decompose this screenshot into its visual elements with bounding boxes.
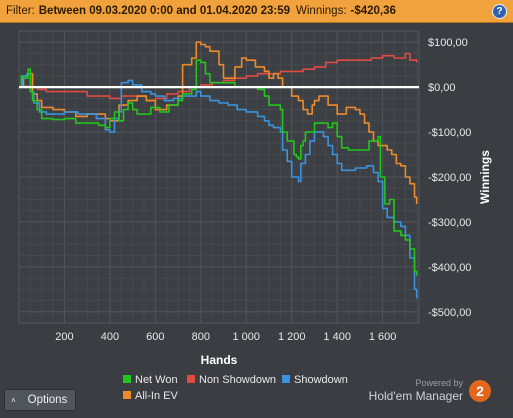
- legend-label: Net Won: [135, 374, 178, 386]
- x-tick-label: 1 600: [369, 331, 397, 343]
- winnings-label: Winnings:: [296, 5, 347, 17]
- y-tick-label: $0,00: [428, 82, 456, 94]
- legend-label: All-In EV: [135, 390, 178, 402]
- y-axis-title: Winnings: [478, 150, 492, 204]
- legend-swatch: [282, 375, 290, 383]
- product-name: Hold'em Manager: [368, 389, 463, 403]
- legend-label: Non Showdown: [199, 374, 276, 386]
- hm2-logo-icon: 2: [469, 380, 491, 402]
- legend-swatch: [123, 375, 131, 383]
- help-icon[interactable]: ?: [492, 4, 507, 19]
- x-tick-label: 800: [192, 331, 210, 343]
- legend-swatch: [123, 391, 131, 399]
- powered-by-text: Powered by: [415, 378, 463, 388]
- series-line-all-in-ev: [19, 41, 418, 204]
- filter-bar: Filter: Between 09.03.2020 0:00 and 01.0…: [0, 0, 513, 23]
- filter-label: Filter:: [6, 5, 35, 17]
- y-tick-label: -$400,00: [428, 262, 471, 274]
- filter-date-range: Between 09.03.2020 0:00 and 01.04.2020 2…: [38, 5, 291, 17]
- y-tick-label: -$300,00: [428, 217, 471, 229]
- chart-panel: $100,00 $0,00 -$100,00 -$200,00 -$300,00 -$40…: [0, 24, 513, 413]
- options-button[interactable]: ˄ Options: [4, 389, 77, 411]
- legend-swatch: [187, 375, 195, 383]
- chevron-up-icon: ˄: [11, 395, 16, 405]
- x-tick-label: 600: [146, 331, 164, 343]
- y-tick-label: -$500,00: [428, 307, 471, 319]
- x-tick-label: 1 400: [323, 331, 351, 343]
- series-line-non-showdown: [19, 52, 418, 102]
- x-tick-label: 200: [55, 331, 73, 343]
- branding: Powered by Hold'em Manager 2: [369, 378, 491, 404]
- y-tick-label: $100,00: [428, 37, 468, 49]
- series-line-net-won: [19, 59, 418, 276]
- x-tick-label: 1 200: [278, 331, 306, 343]
- options-label: Options: [27, 394, 68, 406]
- winnings-chart: $100,00 $0,00 -$100,00 -$200,00 -$300,00 -$40…: [18, 30, 492, 402]
- winnings-value: -$420,36: [350, 5, 396, 17]
- y-tick-label: -$100,00: [428, 127, 471, 139]
- series-line-showdown: [19, 72, 418, 299]
- x-axis-title: Hands: [201, 353, 238, 367]
- x-tick-label: 400: [101, 331, 119, 343]
- legend-label: Showdown: [294, 374, 348, 386]
- y-tick-label: -$200,00: [428, 172, 471, 184]
- x-tick-label: 1 000: [233, 331, 261, 343]
